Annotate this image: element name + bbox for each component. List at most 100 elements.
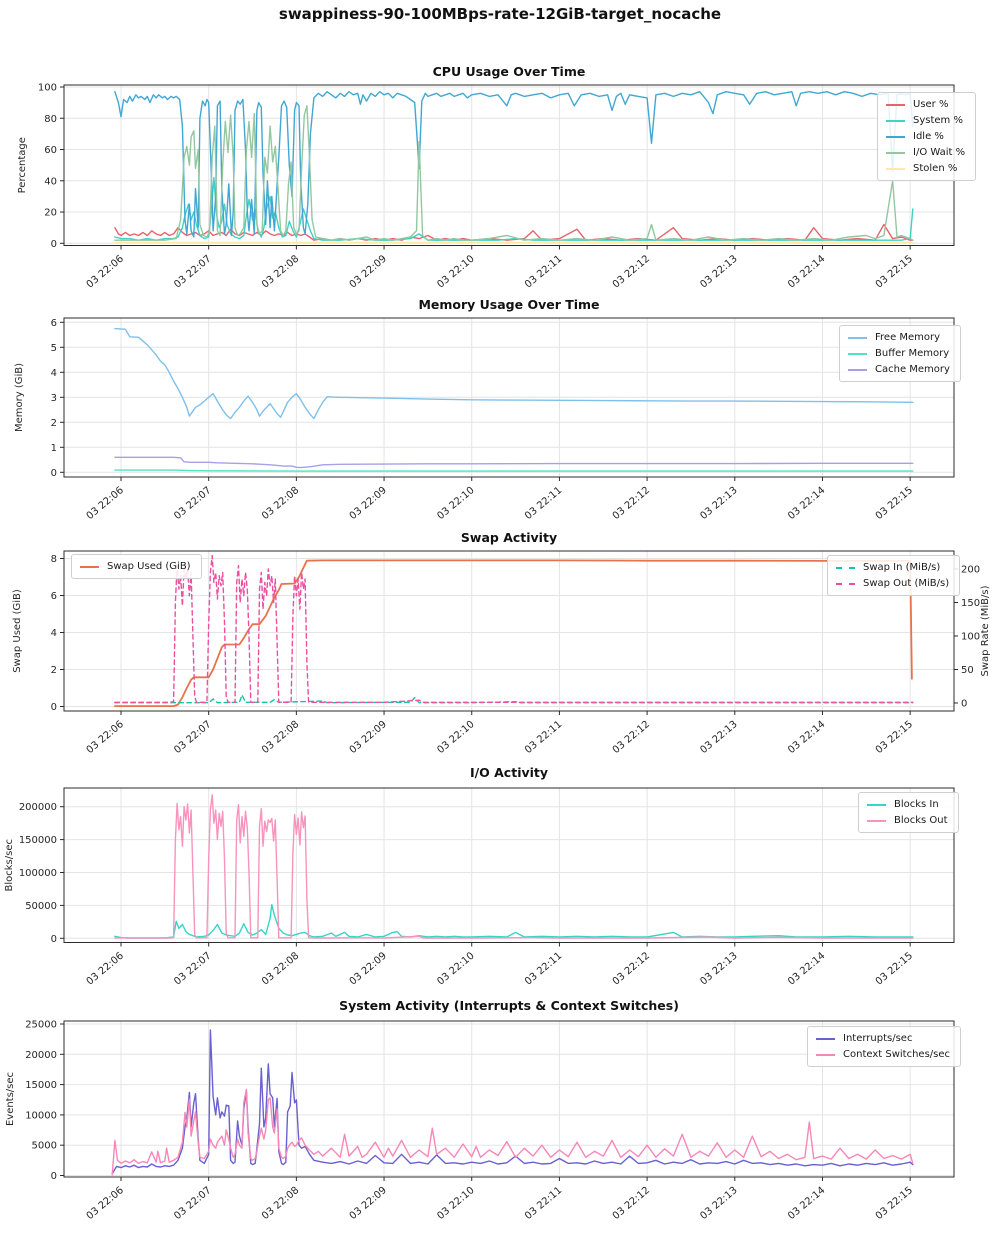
- swap-in-mib-s-line-swatch: [836, 566, 855, 569]
- svg-text:03 22:09: 03 22:09: [348, 485, 389, 522]
- svg-text:03 22:15: 03 22:15: [874, 485, 915, 522]
- legend-entry-interrupts-sec: Interrupts/sec: [816, 1032, 950, 1045]
- legend-entry-blocks-out: Blocks Out: [867, 814, 948, 827]
- svg-text:03 22:09: 03 22:09: [348, 253, 389, 290]
- cpu-ticks: [60, 86, 911, 250]
- svg-text:20: 20: [44, 208, 57, 219]
- svg-text:03 22:12: 03 22:12: [611, 719, 652, 756]
- svg-text:03 22:07: 03 22:07: [172, 1185, 213, 1222]
- blocks-in-line-swatch: [867, 803, 886, 806]
- svg-text:03 22:12: 03 22:12: [611, 253, 652, 290]
- svg-text:03 22:12: 03 22:12: [611, 1185, 652, 1222]
- cpu-y-axis-label: Percentage: [17, 137, 28, 193]
- svg-text:150000: 150000: [19, 835, 57, 846]
- svg-text:0: 0: [51, 1171, 57, 1182]
- svg-text:1: 1: [51, 443, 57, 454]
- svg-text:80: 80: [44, 114, 57, 125]
- svg-text:03 22:08: 03 22:08: [260, 1185, 301, 1222]
- legend-entry-buffer-memory: Buffer Memory: [848, 347, 950, 360]
- svg-text:15000: 15000: [25, 1080, 57, 1091]
- chart-title-memory: Memory Usage Over Time: [418, 297, 600, 312]
- svg-text:03 22:06: 03 22:06: [85, 253, 126, 290]
- svg-text:0: 0: [51, 934, 57, 945]
- series-idle-line: [114, 90, 914, 238]
- legend-entry-cache-memory: Cache Memory: [848, 363, 950, 376]
- cpu-legend: User % System % Idle % I/O Wait % Stolen %: [877, 92, 977, 181]
- cache-memory-line-swatch: [848, 368, 867, 371]
- chart-title-cpu: CPU Usage Over Time: [432, 64, 586, 79]
- svg-text:03 22:14: 03 22:14: [786, 485, 827, 522]
- legend-entry-stolen: Stolen %: [886, 162, 965, 175]
- svg-text:03 22:14: 03 22:14: [786, 253, 827, 290]
- legend-label: System %: [913, 115, 963, 126]
- idle-line-swatch: [886, 135, 905, 138]
- swap-plot-border: [63, 550, 955, 712]
- svg-text:10000: 10000: [25, 1110, 57, 1121]
- svg-text:03 22:07: 03 22:07: [172, 253, 213, 290]
- io-tick-labels: 0 50000 100000 150000 200000 03 22:06 03 22:07…: [19, 802, 915, 987]
- svg-text:6: 6: [51, 591, 57, 602]
- svg-text:03 22:10: 03 22:10: [435, 950, 476, 987]
- svg-text:03 22:11: 03 22:11: [523, 253, 564, 290]
- svg-text:03 22:09: 03 22:09: [348, 1185, 389, 1222]
- blocks-out-line-swatch: [867, 819, 886, 822]
- buffer-memory-line-swatch: [848, 352, 867, 355]
- svg-text:03 22:07: 03 22:07: [172, 950, 213, 987]
- svg-text:3: 3: [51, 393, 57, 404]
- svg-text:03 22:06: 03 22:06: [85, 1185, 126, 1222]
- stolen-line-swatch: [886, 167, 905, 170]
- legend-entry-user: User %: [886, 98, 965, 111]
- svg-text:0: 0: [51, 702, 57, 713]
- svg-text:40: 40: [44, 176, 57, 187]
- svg-text:03 22:09: 03 22:09: [348, 719, 389, 756]
- series-blocks-out-line: [114, 794, 914, 939]
- svg-text:60: 60: [44, 145, 57, 156]
- chart-title-system: System Activity (Interrupts & Context Sw…: [339, 998, 679, 1013]
- series-buffer-memory-line: [114, 469, 914, 472]
- svg-text:03 22:07: 03 22:07: [172, 719, 213, 756]
- svg-text:03 22:11: 03 22:11: [523, 950, 564, 987]
- svg-text:03 22:10: 03 22:10: [435, 253, 476, 290]
- svg-text:03 22:13: 03 22:13: [698, 950, 739, 987]
- series-swap-used-gib-line: [114, 559, 913, 707]
- svg-text:03 22:15: 03 22:15: [874, 719, 915, 756]
- svg-text:03 22:13: 03 22:13: [698, 485, 739, 522]
- svg-text:20000: 20000: [25, 1050, 57, 1061]
- legend-label: I/O Wait %: [913, 147, 966, 158]
- svg-text:5000: 5000: [32, 1141, 57, 1152]
- legend-label: Swap In (MiB/s): [863, 562, 941, 573]
- svg-text:03 22:06: 03 22:06: [85, 950, 126, 987]
- io-legend: Blocks In Blocks Out: [858, 792, 959, 833]
- svg-text:0: 0: [51, 468, 57, 479]
- svg-text:03 22:10: 03 22:10: [435, 485, 476, 522]
- svg-text:03 22:08: 03 22:08: [260, 719, 301, 756]
- figure-suptitle: swappiness-90-100MBps-rate-12GiB-target_…: [278, 5, 722, 23]
- svg-text:03 22:10: 03 22:10: [435, 719, 476, 756]
- i-o-wait-line-swatch: [886, 151, 905, 154]
- legend-label: Free Memory: [875, 332, 941, 343]
- system-ticks: [60, 1023, 911, 1181]
- legend-entry-blocks-in: Blocks In: [867, 798, 948, 811]
- context-switches-sec-line-swatch: [816, 1053, 835, 1056]
- io-ticks: [60, 806, 911, 947]
- svg-text:2: 2: [51, 665, 57, 676]
- svg-text:03 22:14: 03 22:14: [786, 1185, 827, 1222]
- svg-text:03 22:12: 03 22:12: [611, 485, 652, 522]
- svg-text:03 22:08: 03 22:08: [260, 485, 301, 522]
- legend-label: Cache Memory: [875, 364, 950, 375]
- svg-text:03 22:11: 03 22:11: [523, 1185, 564, 1222]
- svg-text:03 22:11: 03 22:11: [523, 719, 564, 756]
- swap-used-gib-line-swatch: [80, 565, 99, 568]
- svg-text:03 22:15: 03 22:15: [874, 950, 915, 987]
- series-i-o-wait-line: [114, 105, 914, 241]
- svg-text:03 22:12: 03 22:12: [611, 950, 652, 987]
- swap-out-mib-s-line-swatch: [836, 582, 855, 585]
- legend-label: Swap Out (MiB/s): [863, 578, 950, 589]
- chart-title-swap: Swap Activity: [460, 530, 558, 545]
- series-free-memory-line: [114, 327, 914, 420]
- legend-label: Context Switches/sec: [843, 1049, 951, 1060]
- series-blocks-in-line: [114, 904, 914, 939]
- svg-text:03 22:07: 03 22:07: [172, 485, 213, 522]
